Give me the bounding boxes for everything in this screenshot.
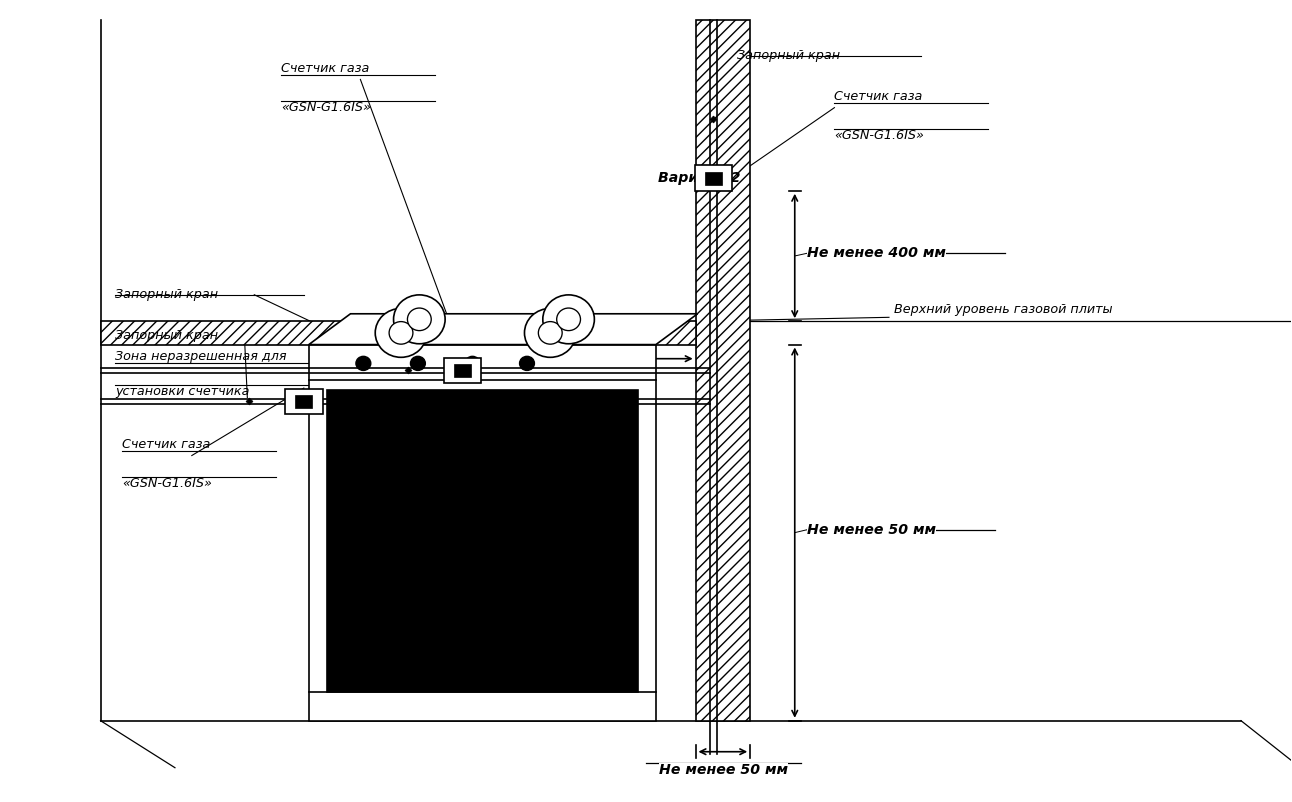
Text: Зона неразрешенная для: Зона неразрешенная для <box>115 350 287 363</box>
Circle shape <box>375 309 426 358</box>
Circle shape <box>539 322 562 344</box>
Bar <box>327 390 638 692</box>
Bar <box>695 165 733 191</box>
Text: Счетчик газа: Счетчик газа <box>123 438 211 451</box>
Text: «GSN-G1.6IS»: «GSN-G1.6IS» <box>282 101 371 114</box>
Text: «GSN-G1.6IS»: «GSN-G1.6IS» <box>123 477 212 490</box>
Bar <box>453 363 472 377</box>
Text: Запорный кран: Запорный кран <box>115 288 218 302</box>
Circle shape <box>543 295 594 344</box>
Text: Вариант 2: Вариант 2 <box>658 171 740 185</box>
Polygon shape <box>309 314 698 345</box>
Circle shape <box>389 322 413 344</box>
Bar <box>286 388 323 414</box>
Text: «GSN-G1.6IS»: «GSN-G1.6IS» <box>835 129 924 142</box>
Text: Не менее 50 мм: Не менее 50 мм <box>395 337 525 351</box>
Text: Верхний уровень газовой плиты: Верхний уровень газовой плиты <box>894 303 1112 316</box>
Bar <box>705 172 722 184</box>
Bar <box>309 345 656 721</box>
Circle shape <box>557 308 580 330</box>
Text: Не менее 50 мм: Не менее 50 мм <box>659 763 788 777</box>
Circle shape <box>355 356 371 371</box>
Text: установки счетчика: установки счетчика <box>115 385 249 398</box>
Bar <box>101 321 695 345</box>
Circle shape <box>407 308 432 330</box>
Circle shape <box>465 356 479 371</box>
Circle shape <box>525 309 576 358</box>
Text: Счетчик газа: Счетчик газа <box>835 90 922 103</box>
Text: Запорный кран: Запорный кран <box>738 50 840 63</box>
Bar <box>695 20 751 721</box>
Text: Счетчик газа: Счетчик газа <box>282 62 370 75</box>
Bar <box>296 395 313 407</box>
Circle shape <box>394 295 446 344</box>
Text: Вариант 1: Вариант 1 <box>490 354 572 368</box>
Bar <box>443 358 482 383</box>
Text: Не менее 50 мм: Не менее 50 мм <box>806 523 935 537</box>
Text: Запорный кран: Запорный кран <box>115 329 218 342</box>
Circle shape <box>519 356 535 371</box>
Text: Вариант 3: Вариант 3 <box>320 384 403 398</box>
Circle shape <box>411 356 425 371</box>
Text: Не менее 400 мм: Не менее 400 мм <box>806 246 946 261</box>
Bar <box>695 20 751 721</box>
Bar <box>101 321 695 345</box>
